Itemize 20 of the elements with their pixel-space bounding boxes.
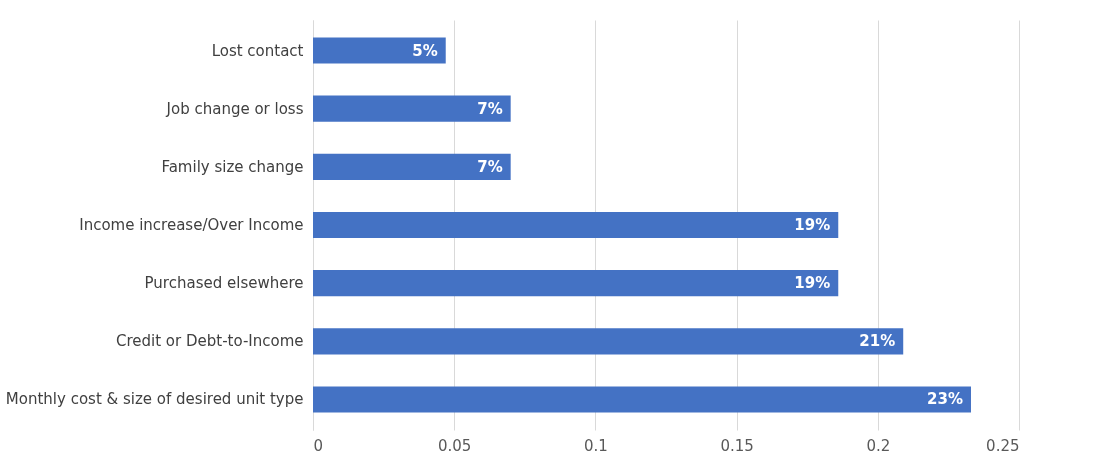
x-tick-label: 0.2	[866, 436, 891, 455]
y-tick-label: Credit or Debt-to-Income	[115, 332, 304, 351]
data-label: 7%	[477, 157, 503, 176]
data-label: 19%	[794, 274, 831, 293]
y-tick-label: Family size change	[161, 157, 304, 176]
y-tick-label: Income increase/Over Income	[79, 216, 304, 234]
x-tick-label: 0.1	[583, 436, 608, 455]
data-label: 23%	[927, 390, 963, 409]
data-label: 5%	[412, 41, 438, 60]
x-tick-label: 0.05	[438, 436, 472, 455]
x-tick-label: 0.25	[986, 436, 1020, 455]
x-tick-label: 0.15	[720, 436, 754, 455]
y-tick-label: Monthly cost & size of desired unit type	[5, 390, 304, 409]
data-label: 21%	[859, 332, 896, 351]
y-tick-label: Lost contact	[211, 41, 304, 60]
y-tick-label: Purchased elsewhere	[144, 274, 304, 293]
x-tick-label: 0	[313, 436, 324, 455]
data-label: 19%	[794, 216, 831, 234]
y-tick-label: Job change or loss	[165, 99, 304, 118]
data-label: 7%	[477, 99, 503, 118]
